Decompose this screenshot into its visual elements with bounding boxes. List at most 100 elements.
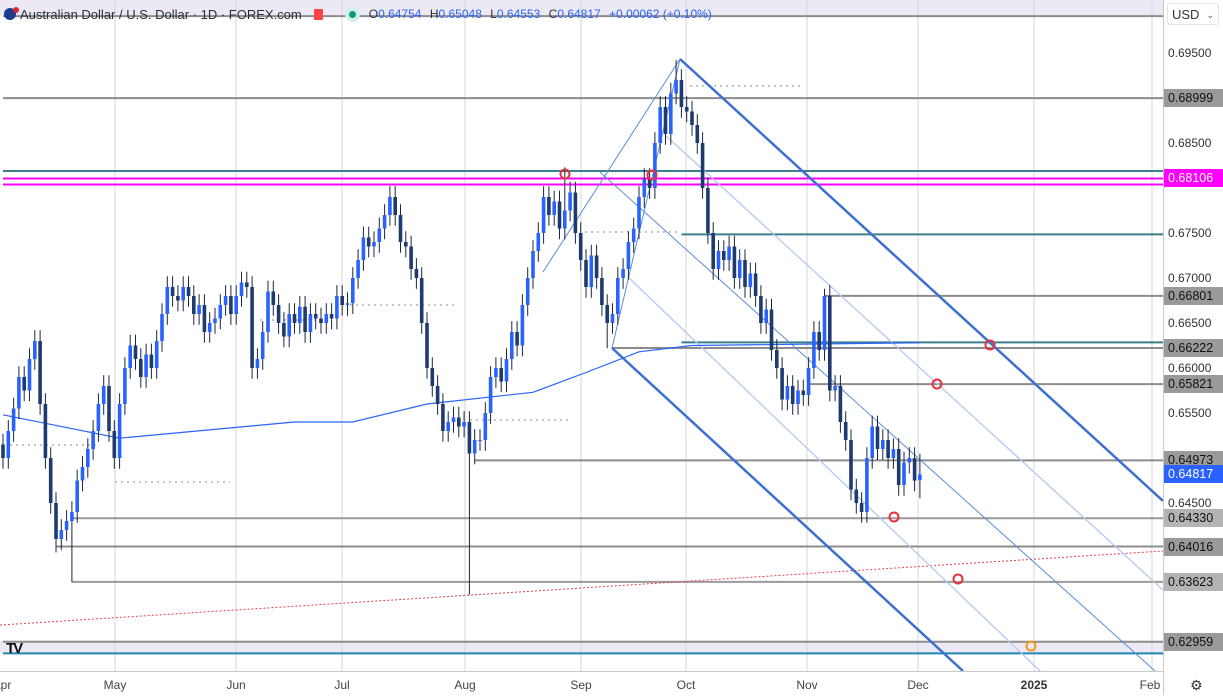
candle-body	[86, 449, 90, 467]
grid-lines	[114, 0, 1153, 671]
candle-body	[54, 503, 58, 539]
candle-body	[568, 192, 572, 211]
time-tick: Nov	[796, 678, 818, 692]
price-tag: 0.63623	[1164, 572, 1223, 591]
currency-value: USD	[1172, 7, 1200, 22]
candle-body	[881, 440, 885, 449]
candle-body	[80, 467, 85, 481]
channel-inner-line	[627, 276, 1041, 671]
candle-body	[298, 306, 302, 323]
price-tick: 0.69500	[1168, 46, 1212, 60]
candle-body	[737, 260, 742, 278]
candle-body	[833, 386, 837, 391]
candle-body	[488, 377, 493, 413]
candle-body	[690, 111, 694, 125]
candle-body	[457, 417, 461, 427]
price-tag: 0.64817	[1164, 465, 1223, 484]
candle-body	[382, 215, 387, 229]
price-tick: 0.66500	[1168, 316, 1212, 330]
open-label: O	[368, 7, 379, 21]
candle-body	[520, 305, 525, 346]
candle-body	[223, 296, 228, 305]
candle-body	[536, 233, 541, 251]
channel-lower-line	[611, 347, 964, 671]
candle-body	[43, 404, 48, 458]
candle-body	[759, 296, 763, 323]
candle-body	[75, 480, 79, 512]
price-tag: 0.66801	[1164, 286, 1223, 305]
change-value: +0.00062 (+0.10%)	[609, 7, 712, 21]
candle-body	[711, 233, 715, 269]
candle-body	[48, 458, 53, 503]
candle-body	[139, 359, 143, 377]
time-tick: Oct	[676, 678, 696, 692]
symbol-title[interactable]: Australian Dollar / U.S. Dollar · 1D · F…	[20, 6, 302, 22]
time-tick: Jun	[226, 678, 246, 692]
ma-line	[2, 342, 920, 439]
candle-body	[483, 413, 488, 440]
candle-body	[875, 426, 880, 449]
candle-body	[748, 273, 753, 287]
time-axis[interactable]: Apr May Jun Jul Aug Sep Oct Nov Dec 2025 Feb	[0, 671, 1163, 696]
horizontal-levels[interactable]	[3, 15, 1163, 655]
high-value: 0.65048	[438, 7, 482, 21]
open-value: 0.64754	[378, 7, 422, 21]
ohlc-values: O0.64754 H0.65048 L0.64553 C0.64817 +0.0…	[369, 7, 717, 21]
candle-body	[266, 291, 270, 332]
time-tick: Jul	[334, 678, 350, 692]
currency-select[interactable]: USD ⌄	[1167, 3, 1219, 25]
low-value: 0.64553	[496, 7, 541, 21]
price-chart[interactable]	[0, 0, 1163, 671]
candle-body	[610, 314, 615, 323]
candle-body	[345, 303, 350, 305]
candle-body	[260, 332, 265, 359]
candle-body	[22, 377, 26, 391]
candle-body	[128, 345, 132, 368]
annotation-circle	[646, 169, 658, 181]
candle-body	[515, 332, 519, 346]
candle-body	[775, 350, 779, 368]
candle-body	[435, 386, 440, 404]
candle-body	[112, 431, 117, 458]
candle-body	[557, 201, 562, 229]
candle-body	[149, 354, 154, 368]
candle-body	[234, 296, 238, 314]
candle-body	[377, 228, 382, 242]
candle-body	[425, 323, 429, 368]
price-tag: 0.68106	[1164, 169, 1223, 188]
candle-body	[642, 179, 647, 197]
candle-body	[743, 260, 747, 287]
pitchfork-channel[interactable]	[542, 58, 1163, 671]
candle-body	[631, 228, 636, 242]
market-status-dot-icon	[348, 10, 356, 18]
candle-body	[531, 251, 535, 278]
candle-body	[1, 444, 5, 458]
high-label: H	[429, 7, 439, 21]
candle-body	[96, 404, 101, 431]
candle-body	[822, 296, 827, 350]
red-flag-icon[interactable]	[313, 8, 323, 20]
candle-body	[176, 296, 180, 301]
candle-body	[361, 237, 366, 260]
candle-body	[859, 503, 864, 512]
candle-body	[107, 386, 111, 431]
candle-body	[494, 368, 498, 377]
candle-body	[451, 417, 456, 422]
candle-body	[404, 242, 408, 247]
candle-body	[902, 462, 906, 485]
candle-body	[319, 318, 323, 323]
annotation-circle	[984, 339, 996, 351]
tradingview-logo[interactable]: TV	[6, 640, 23, 657]
candle-body	[716, 251, 721, 269]
moving-average	[2, 342, 920, 439]
candle-body	[605, 305, 609, 323]
candle-body	[843, 422, 848, 440]
price-tick: 0.68500	[1168, 136, 1212, 150]
low-label: L	[490, 7, 497, 21]
price-axis[interactable]: USD ⌄ 0.69500 0.68500 0.67500 0.67000 0.66500…	[1163, 0, 1223, 695]
candle-body	[64, 521, 69, 530]
price-tick: 0.64500	[1168, 496, 1212, 510]
candle-body	[351, 278, 355, 304]
candle-body	[817, 332, 821, 350]
gear-icon[interactable]: ⚙	[1190, 677, 1203, 693]
